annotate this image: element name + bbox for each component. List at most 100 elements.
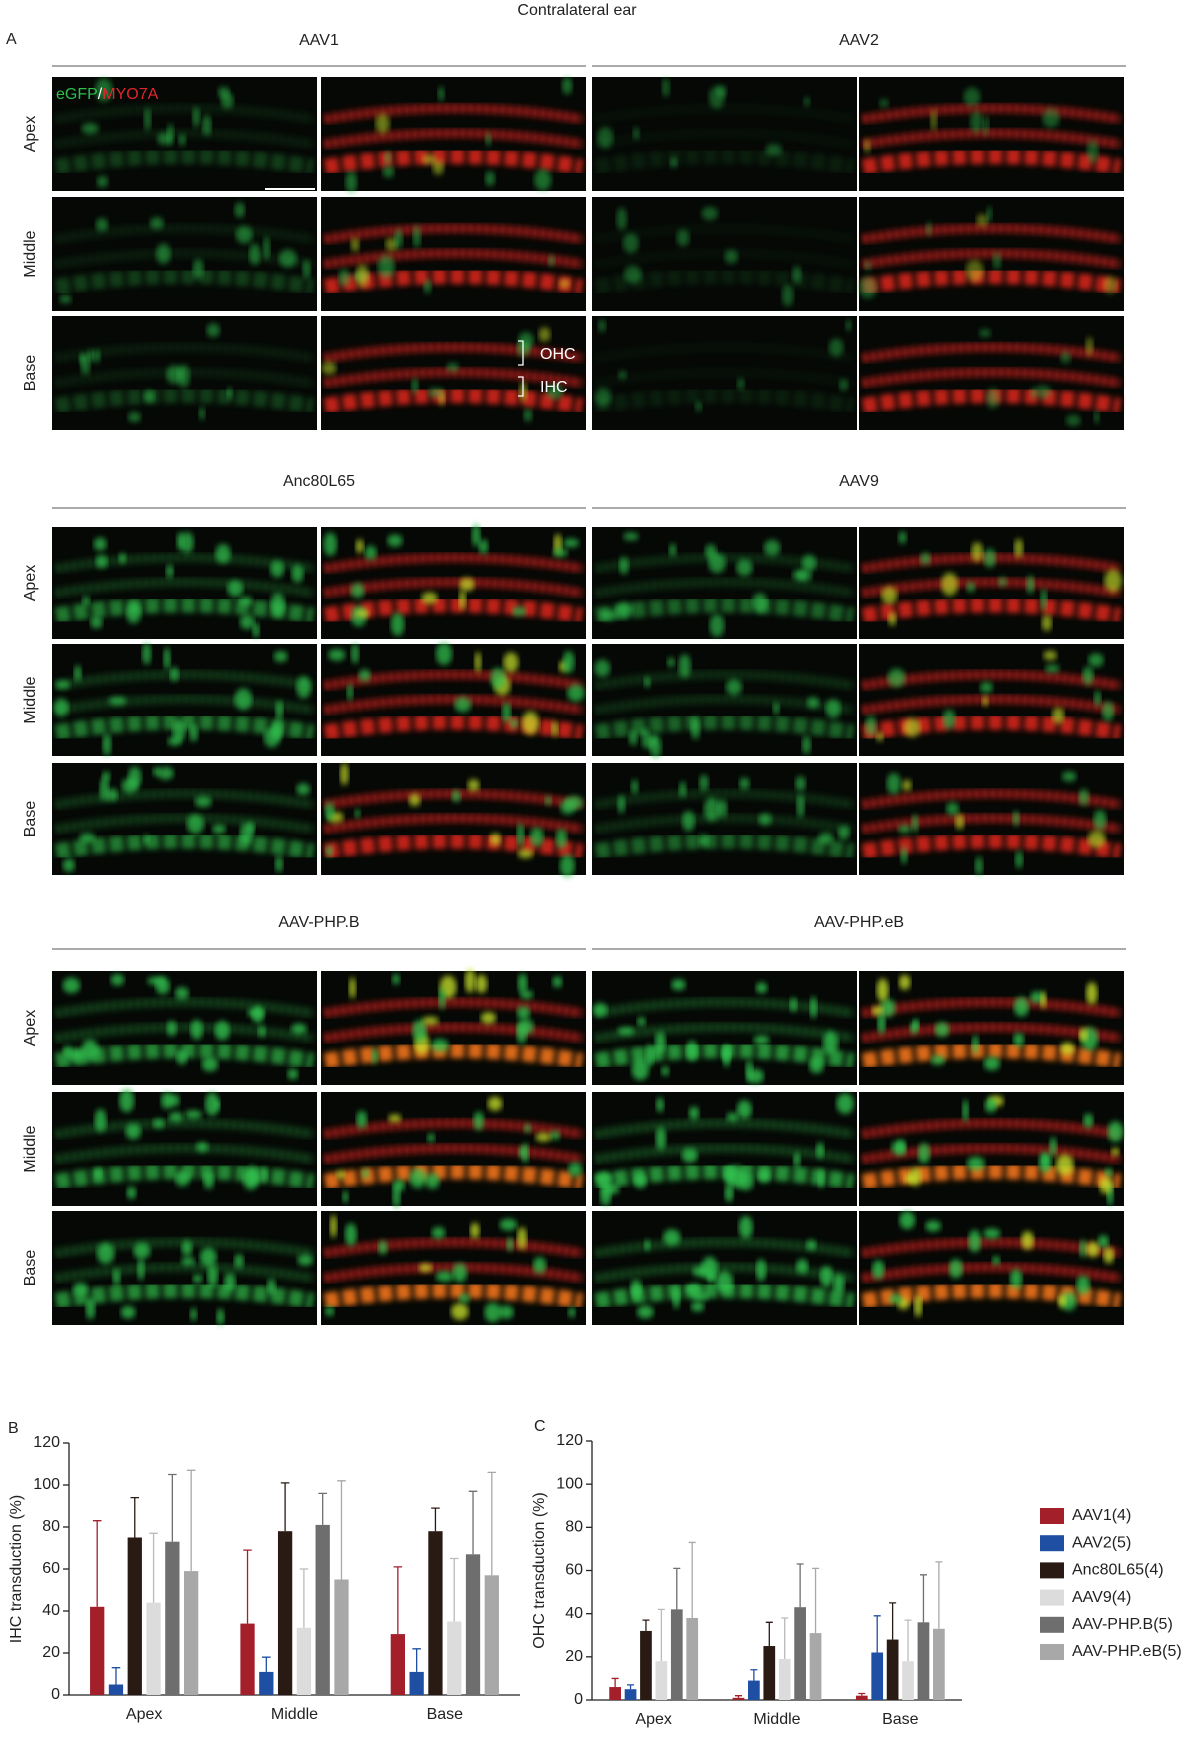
y-tick-label: 60 bbox=[42, 1560, 60, 1577]
cell bbox=[782, 284, 794, 307]
cell bbox=[676, 229, 690, 247]
cell bbox=[85, 1297, 96, 1320]
cell-band bbox=[861, 713, 1122, 741]
cell bbox=[390, 612, 405, 637]
cell bbox=[485, 171, 496, 187]
group-title: Anc80L65 bbox=[283, 473, 355, 490]
cell bbox=[181, 1240, 193, 1257]
cell bbox=[976, 213, 989, 227]
group-title: AAV2 bbox=[839, 32, 879, 49]
cell bbox=[559, 278, 571, 289]
cell bbox=[984, 1098, 997, 1113]
y-axis-label: OHC transduction (%) bbox=[531, 1492, 548, 1649]
cell bbox=[166, 1020, 177, 1037]
cell-band bbox=[595, 669, 854, 691]
bar bbox=[315, 1524, 330, 1695]
cell bbox=[806, 697, 820, 709]
cell bbox=[518, 332, 534, 350]
cell bbox=[552, 548, 568, 557]
cell bbox=[437, 86, 445, 102]
cell bbox=[498, 1305, 514, 1319]
cell bbox=[917, 1142, 930, 1164]
cell bbox=[435, 642, 453, 666]
cell bbox=[503, 652, 519, 673]
cell-band bbox=[55, 1262, 314, 1284]
cell bbox=[544, 796, 552, 806]
cell bbox=[144, 107, 152, 131]
cell bbox=[125, 1123, 142, 1140]
cell bbox=[701, 206, 719, 221]
cell bbox=[418, 1263, 433, 1273]
legend-swatch bbox=[1040, 1589, 1064, 1606]
cell bbox=[736, 1100, 752, 1120]
cell bbox=[175, 986, 189, 1000]
cell bbox=[1103, 1247, 1115, 1264]
bar bbox=[90, 1606, 105, 1695]
cell bbox=[548, 255, 556, 267]
y-tick-label: 80 bbox=[565, 1519, 583, 1536]
cell bbox=[157, 766, 174, 780]
bar bbox=[609, 1687, 621, 1700]
cell-band bbox=[54, 148, 315, 175]
cell bbox=[1102, 701, 1114, 722]
cell-band bbox=[55, 997, 314, 1019]
micrograph bbox=[52, 642, 317, 756]
cell-band bbox=[324, 1022, 583, 1044]
cell bbox=[355, 609, 370, 618]
group-title: AAV-PHP.eB bbox=[814, 914, 904, 931]
cell-band bbox=[54, 832, 315, 860]
cell bbox=[184, 1110, 202, 1120]
cell-band bbox=[861, 148, 1122, 175]
cell bbox=[93, 537, 107, 551]
cell bbox=[411, 378, 419, 394]
cell bbox=[669, 157, 678, 168]
cell-band bbox=[323, 596, 584, 624]
cell bbox=[342, 1190, 349, 1203]
cell-band bbox=[595, 1118, 854, 1140]
cell bbox=[384, 151, 392, 164]
cell bbox=[212, 824, 226, 835]
cell-band bbox=[594, 596, 855, 624]
cell bbox=[592, 1002, 608, 1017]
cell-band bbox=[324, 103, 583, 125]
cell bbox=[678, 654, 691, 678]
cell bbox=[900, 846, 908, 865]
cell bbox=[634, 1173, 647, 1189]
micrograph bbox=[859, 1211, 1124, 1325]
cell bbox=[275, 700, 284, 721]
cell bbox=[1076, 1275, 1090, 1295]
bar bbox=[240, 1623, 255, 1695]
cell bbox=[1093, 410, 1100, 424]
cell bbox=[717, 799, 728, 818]
cell bbox=[567, 684, 585, 702]
bar bbox=[794, 1607, 806, 1700]
cell bbox=[1043, 650, 1057, 661]
cell bbox=[930, 109, 938, 132]
cell bbox=[224, 1272, 236, 1292]
cell bbox=[640, 728, 650, 738]
cell bbox=[99, 777, 110, 801]
cell bbox=[471, 523, 481, 547]
cell bbox=[95, 554, 108, 569]
cell bbox=[484, 1302, 502, 1323]
cell bbox=[864, 261, 872, 271]
error-bar bbox=[111, 1667, 121, 1685]
cell bbox=[599, 609, 618, 621]
micrograph bbox=[52, 77, 317, 191]
cell bbox=[1012, 810, 1020, 826]
cell bbox=[723, 1166, 736, 1186]
row-label: Apex bbox=[22, 565, 39, 601]
x-tick-label: Middle bbox=[271, 1706, 318, 1723]
cell bbox=[1045, 664, 1060, 673]
cell bbox=[1060, 351, 1071, 364]
cell bbox=[190, 1019, 203, 1040]
y-tick-label: 0 bbox=[51, 1686, 60, 1703]
error-bar bbox=[412, 1648, 421, 1672]
legend-label: AAV1(4) bbox=[1072, 1507, 1131, 1524]
cell bbox=[214, 1020, 230, 1041]
cell bbox=[80, 353, 91, 375]
cell bbox=[152, 767, 161, 776]
cell bbox=[516, 1005, 531, 1020]
cell-band bbox=[323, 832, 584, 860]
cell bbox=[909, 1167, 922, 1186]
